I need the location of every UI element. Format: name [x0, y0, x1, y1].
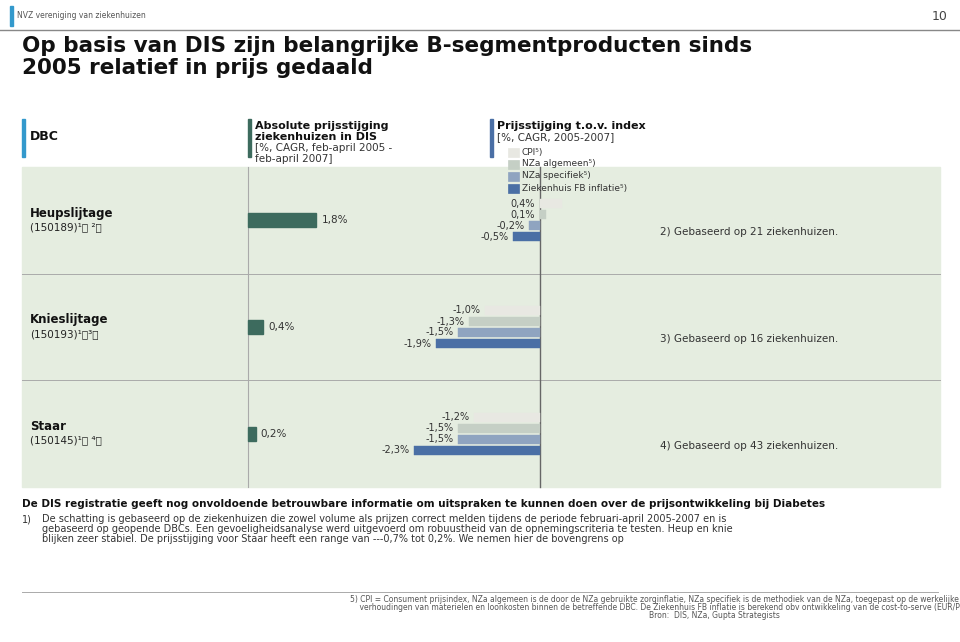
- Bar: [540, 199, 562, 209]
- Bar: [508, 172, 519, 181]
- Text: 2) Gebaseerd op 21 ziekenhuizen.: 2) Gebaseerd op 21 ziekenhuizen.: [660, 227, 838, 238]
- Bar: [458, 424, 540, 433]
- Text: blijken zeer stabiel. De prijsstijging voor Staar heeft een range van ---0,7% to: blijken zeer stabiel. De prijsstijging v…: [42, 534, 624, 544]
- Text: feb-april 2007]: feb-april 2007]: [255, 154, 332, 164]
- Bar: [485, 306, 540, 315]
- Text: -1,2%: -1,2%: [442, 412, 470, 422]
- Text: DBC: DBC: [30, 130, 59, 143]
- Text: Heupslijtage: Heupslijtage: [30, 207, 113, 220]
- Text: Prijsstijging t.o.v. index: Prijsstijging t.o.v. index: [497, 121, 646, 131]
- Text: CPI⁵): CPI⁵): [522, 148, 543, 157]
- Text: Absolute prijsstijging: Absolute prijsstijging: [255, 121, 389, 131]
- Text: Ziekenhuis FB inflatie⁵): Ziekenhuis FB inflatie⁵): [522, 184, 627, 193]
- Text: gebaseerd op geopende DBCs. Een gevoeligheidsanalyse werd uitgevoerd om robuusth: gebaseerd op geopende DBCs. Een gevoelig…: [42, 524, 732, 534]
- Text: verhoudingen van materielen en loonkosten binnen de betreffende DBC. De Ziekenhu: verhoudingen van materielen en loonkoste…: [350, 603, 960, 612]
- Bar: [248, 213, 317, 227]
- Text: -2,3%: -2,3%: [381, 445, 410, 455]
- Text: Knieslijtage: Knieslijtage: [30, 313, 108, 327]
- Text: 1): 1): [22, 514, 32, 524]
- Text: 0,2%: 0,2%: [260, 429, 287, 438]
- Text: 3) Gebaseerd op 16 ziekenhuizen.: 3) Gebaseerd op 16 ziekenhuizen.: [660, 334, 838, 344]
- Text: 2005 relatief in prijs gedaald: 2005 relatief in prijs gedaald: [22, 58, 372, 78]
- Text: 0,4%: 0,4%: [268, 322, 295, 332]
- Bar: [22, 167, 940, 487]
- Bar: [540, 211, 545, 220]
- Bar: [436, 339, 540, 348]
- Text: -0,5%: -0,5%: [480, 232, 509, 242]
- Text: Bron:  DIS, NZa, Gupta Strategists: Bron: DIS, NZa, Gupta Strategists: [649, 611, 780, 620]
- Text: (150189)¹⧠ ²⧠: (150189)¹⧠ ²⧠: [30, 222, 102, 232]
- Text: [%, CAGR, feb-april 2005 -: [%, CAGR, feb-april 2005 -: [255, 143, 393, 153]
- Text: Staar: Staar: [30, 420, 66, 433]
- Text: -1,5%: -1,5%: [425, 327, 453, 338]
- Text: (150145)¹⧠ ⁴⧠: (150145)¹⧠ ⁴⧠: [30, 436, 102, 446]
- Text: -1,5%: -1,5%: [425, 434, 453, 444]
- Text: (150193)¹⧠³⧠: (150193)¹⧠³⧠: [30, 329, 99, 339]
- Text: -1,3%: -1,3%: [437, 317, 465, 327]
- Text: 10: 10: [932, 10, 948, 22]
- Text: Op basis van DIS zijn belangrijke B-segmentproducten sinds: Op basis van DIS zijn belangrijke B-segm…: [22, 36, 752, 56]
- Bar: [248, 119, 251, 157]
- Text: De schatting is gebaseerd op de ziekenhuizen die zowel volume als prijzen correc: De schatting is gebaseerd op de ziekenhu…: [42, 514, 727, 524]
- Text: -1,5%: -1,5%: [425, 423, 453, 433]
- Text: NZa algemeen⁵): NZa algemeen⁵): [522, 159, 595, 168]
- Bar: [248, 320, 263, 334]
- Bar: [248, 427, 255, 440]
- Text: NVZ vereniging van ziekenhuizen: NVZ vereniging van ziekenhuizen: [17, 12, 146, 21]
- Text: 4) Gebaseerd op 43 ziekenhuizen.: 4) Gebaseerd op 43 ziekenhuizen.: [660, 440, 838, 451]
- Text: 0,4%: 0,4%: [511, 199, 535, 209]
- Text: 5) CPI = Consument prijsindex, NZa algemeen is de door de NZa gebruikte zorginfl: 5) CPI = Consument prijsindex, NZa algem…: [350, 595, 959, 604]
- Bar: [508, 160, 519, 169]
- Bar: [513, 232, 540, 241]
- Bar: [508, 184, 519, 193]
- Bar: [458, 328, 540, 337]
- Bar: [490, 119, 493, 157]
- Bar: [474, 413, 540, 422]
- Bar: [458, 435, 540, 444]
- Bar: [414, 446, 540, 455]
- Bar: [22, 119, 25, 157]
- Text: -0,2%: -0,2%: [497, 221, 525, 231]
- Text: 0,1%: 0,1%: [511, 210, 535, 220]
- Text: [%, CAGR, 2005-2007]: [%, CAGR, 2005-2007]: [497, 132, 614, 142]
- Bar: [10, 6, 13, 26]
- Text: De DIS registratie geeft nog onvoldoende betrouwbare informatie om uitspraken te: De DIS registratie geeft nog onvoldoende…: [22, 499, 826, 509]
- Text: ziekenhuizen in DIS: ziekenhuizen in DIS: [255, 132, 377, 142]
- Text: 1,8%: 1,8%: [322, 215, 348, 225]
- Text: NZa specifiek⁵): NZa specifiek⁵): [522, 171, 590, 180]
- Bar: [0, 0, 960, 30]
- Bar: [529, 221, 540, 230]
- Bar: [468, 317, 540, 326]
- Bar: [508, 148, 519, 157]
- Text: -1,9%: -1,9%: [403, 338, 431, 349]
- Text: -1,0%: -1,0%: [453, 306, 481, 315]
